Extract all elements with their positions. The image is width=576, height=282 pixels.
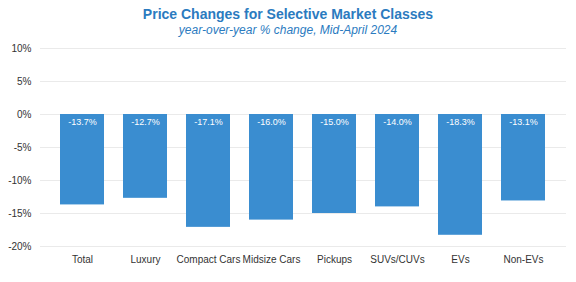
svg-text:Non-EVs: Non-EVs (503, 254, 543, 265)
svg-text:Luxury: Luxury (130, 254, 160, 265)
svg-text:EVs: EVs (451, 254, 469, 265)
svg-text:SUVs/CUVs: SUVs/CUVs (370, 254, 424, 265)
svg-text:-15%: -15% (8, 208, 31, 219)
svg-text:-16.0%: -16.0% (257, 117, 286, 127)
svg-text:Pickups: Pickups (317, 254, 352, 265)
svg-text:-13.1%: -13.1% (509, 117, 538, 127)
svg-text:-12.7%: -12.7% (131, 117, 160, 127)
svg-text:-18.3%: -18.3% (446, 117, 475, 127)
html-text:year-over-year % change, Mid-A: year-over-year % change, Mid-April 2024 (178, 23, 398, 37)
svg-text:-15.0%: -15.0% (320, 117, 349, 127)
svg-text:5%: 5% (17, 76, 32, 87)
svg-text:Total: Total (72, 254, 93, 265)
svg-text:-14.0%: -14.0% (383, 117, 412, 127)
svg-text:10%: 10% (11, 43, 31, 54)
svg-text:-5%: -5% (14, 142, 32, 153)
svg-text:-13.7%: -13.7% (68, 117, 97, 127)
svg-text:Compact Cars: Compact Cars (177, 254, 241, 265)
svg-text:-20%: -20% (8, 241, 31, 252)
svg-text:-17.1%: -17.1% (194, 117, 223, 127)
svg-text:-10%: -10% (8, 175, 31, 186)
svg-text:Midsize Cars: Midsize Cars (243, 254, 301, 265)
svg-text:0%: 0% (17, 109, 32, 120)
html-text:Price Changes for Selective Ma: Price Changes for Selective Market Class… (142, 6, 434, 22)
